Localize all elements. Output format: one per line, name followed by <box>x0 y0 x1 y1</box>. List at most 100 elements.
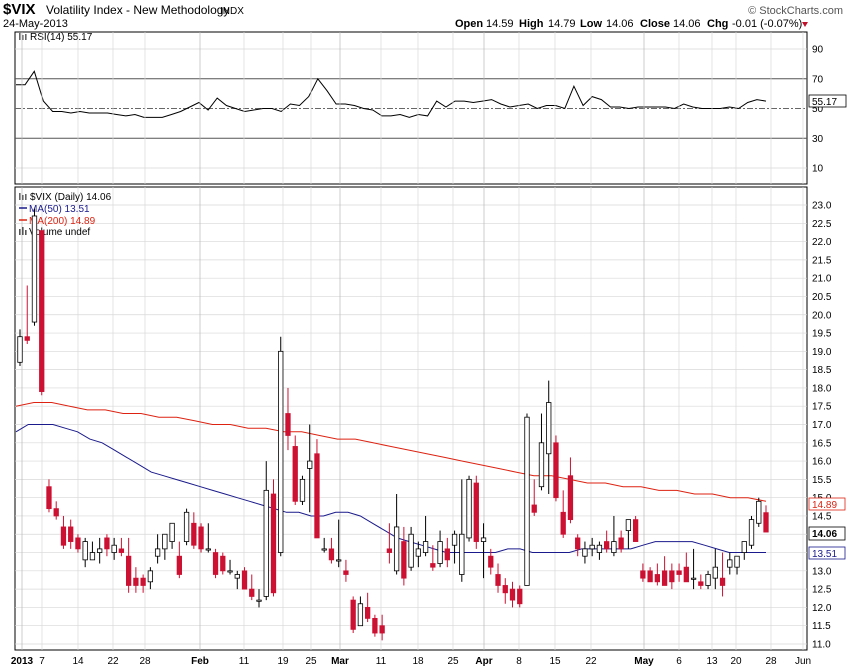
candle <box>719 552 726 597</box>
watermark: © StockCharts.com <box>748 5 843 17</box>
rsi-legend-text: RSI(14) 55.17 <box>30 32 93 43</box>
candle-body <box>763 512 769 533</box>
candle <box>53 501 59 520</box>
candle <box>676 563 682 582</box>
candle-body <box>502 585 508 594</box>
down-arrow-icon <box>802 22 808 27</box>
candle <box>560 490 566 538</box>
close-value: 14.06 <box>673 18 701 30</box>
rsi-legend: RSI(14) 55.17 <box>19 32 93 43</box>
quote-bar: Open 14.59 High 14.79 Low 14.06 Close 14… <box>455 18 808 30</box>
candle-body <box>553 442 559 499</box>
candle <box>589 537 595 557</box>
candle-body <box>524 416 530 586</box>
candle-body <box>75 537 81 550</box>
candle-body <box>154 548 161 557</box>
candle <box>220 552 226 575</box>
price-y-tick: 19.0 <box>812 347 832 358</box>
candle-body <box>336 559 342 562</box>
candle-body <box>625 519 632 531</box>
candle-body <box>89 552 96 561</box>
candle-body <box>480 537 487 542</box>
symbol-label: $VIX <box>3 1 36 18</box>
candle <box>31 208 38 326</box>
candle <box>336 519 342 568</box>
candle <box>68 519 74 549</box>
x-tick-label: 25 <box>305 656 317 667</box>
candle <box>176 541 182 579</box>
x-tick-label: 18 <box>412 656 424 667</box>
candle-body <box>314 453 320 539</box>
rsi-y-tick: 50 <box>812 104 824 115</box>
candle-body <box>451 533 458 546</box>
candle-body <box>444 548 450 561</box>
candle-body <box>727 559 733 568</box>
candle-body <box>365 607 371 619</box>
ma50-tag <box>808 546 846 560</box>
price-panel-frame <box>14 186 808 651</box>
candle-body <box>256 599 262 602</box>
candle <box>307 424 313 513</box>
candle-body <box>278 350 284 553</box>
candle <box>205 523 211 553</box>
candle <box>357 596 364 627</box>
candle <box>727 552 733 575</box>
candle <box>343 559 349 582</box>
candle-body <box>640 570 646 579</box>
candle-body <box>227 570 233 573</box>
candle <box>422 515 429 557</box>
candle <box>234 570 240 590</box>
candle-body <box>372 617 378 634</box>
rsi-y-tick: 90 <box>812 45 824 56</box>
price-y-tick: 22.0 <box>812 237 832 248</box>
candle-body <box>596 544 603 553</box>
x-tick-label: 6 <box>676 656 682 667</box>
chg-label: Chg <box>707 18 728 30</box>
candle-body <box>17 336 23 363</box>
candle <box>690 548 697 590</box>
candle <box>270 479 277 597</box>
candle-body <box>285 413 291 436</box>
candle <box>415 541 421 568</box>
candle <box>611 515 617 557</box>
candlesticks <box>17 208 769 641</box>
candle <box>60 515 67 549</box>
candle <box>502 578 508 604</box>
candle <box>24 285 30 345</box>
candle <box>582 541 588 564</box>
candle-body <box>299 478 306 502</box>
candle-body <box>741 541 747 553</box>
candle-body <box>343 570 349 575</box>
candle <box>263 461 269 601</box>
candle <box>39 230 45 396</box>
candle <box>509 581 516 608</box>
candle-body <box>39 230 45 392</box>
rsi-y-axis: 90 70 50 30 10 <box>812 45 824 175</box>
price-y-tick: 11.0 <box>812 640 831 651</box>
ma50-legend-text: MA(50) 13.51 <box>29 204 90 215</box>
candle <box>118 537 125 557</box>
price-y-tick: 18.0 <box>812 383 832 394</box>
candle-body <box>140 577 146 586</box>
rsi-line <box>16 70 767 118</box>
candle-body <box>582 548 588 557</box>
candle-body <box>60 526 67 546</box>
ma200-tag-value: 14.89 <box>812 500 837 511</box>
x-tick-label: May <box>634 656 654 667</box>
x-tick-label: 19 <box>277 656 289 667</box>
x-tick-label: 11 <box>239 656 250 667</box>
candle <box>299 475 306 505</box>
chart-style-icon <box>19 33 27 40</box>
candle-body <box>31 215 38 323</box>
candle <box>531 479 537 516</box>
candle-body <box>676 570 682 575</box>
candle <box>596 541 603 560</box>
candle-body <box>212 552 219 575</box>
candle <box>350 596 356 634</box>
x-tick-label: 11 <box>376 656 387 667</box>
candle <box>524 413 530 586</box>
candle <box>748 515 755 549</box>
candle-body <box>68 526 74 542</box>
candle <box>480 523 487 579</box>
candle-body <box>712 566 718 579</box>
